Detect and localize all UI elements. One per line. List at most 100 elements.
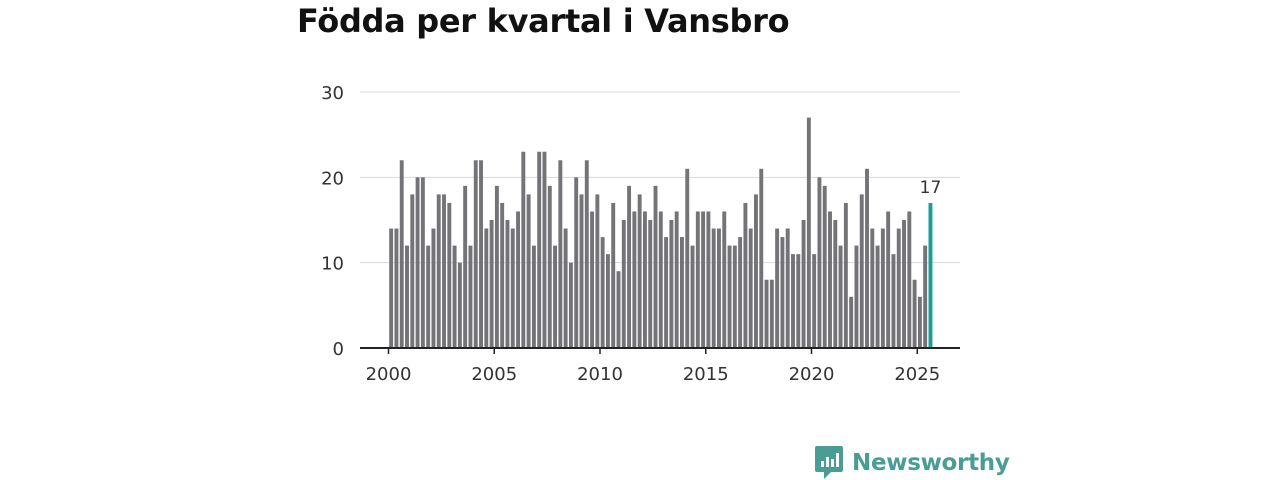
bar bbox=[838, 245, 843, 348]
bar bbox=[457, 262, 462, 348]
bar bbox=[590, 211, 595, 348]
bar bbox=[563, 228, 568, 348]
bar bbox=[605, 254, 610, 348]
bar bbox=[463, 185, 468, 348]
bar bbox=[870, 228, 875, 348]
x-axis: 2000 2005 2010 2015 2020 2025 bbox=[360, 347, 960, 385]
bar bbox=[764, 279, 769, 348]
bar bbox=[489, 220, 494, 348]
x-tick-label: 2010 bbox=[577, 364, 623, 385]
bar bbox=[547, 185, 552, 348]
bar bbox=[907, 211, 912, 348]
bar bbox=[843, 202, 848, 348]
x-tick-label: 2015 bbox=[683, 364, 729, 385]
bar bbox=[521, 151, 526, 348]
bar bbox=[410, 194, 415, 348]
bar bbox=[584, 160, 589, 348]
y-tick-label: 20 bbox=[321, 168, 344, 189]
bar bbox=[447, 202, 452, 348]
bar bbox=[806, 117, 811, 348]
newsworthy-logo-text: Newsworthy bbox=[852, 450, 1010, 476]
bar bbox=[738, 237, 743, 348]
bar bbox=[865, 168, 869, 348]
bar bbox=[516, 211, 520, 348]
x-tick-label: 2000 bbox=[366, 364, 412, 385]
bar bbox=[706, 211, 711, 348]
bar bbox=[616, 271, 621, 348]
bar bbox=[859, 194, 864, 348]
bar bbox=[579, 194, 584, 348]
bar bbox=[595, 194, 600, 348]
bar bbox=[775, 228, 780, 348]
bar bbox=[717, 228, 721, 348]
bar bbox=[558, 160, 563, 348]
newsworthy-logo-icon bbox=[815, 446, 843, 479]
bar bbox=[680, 237, 684, 348]
bar bbox=[917, 296, 922, 348]
x-tick-label: 2005 bbox=[471, 364, 517, 385]
bar bbox=[796, 254, 801, 348]
bar bbox=[399, 160, 404, 348]
bar bbox=[886, 211, 891, 348]
bar bbox=[785, 228, 790, 348]
bars bbox=[389, 117, 933, 348]
bar bbox=[621, 220, 626, 348]
bar bbox=[505, 220, 510, 348]
bar bbox=[754, 194, 758, 348]
bar bbox=[817, 177, 822, 348]
bar bbox=[426, 245, 431, 348]
bar bbox=[642, 211, 647, 348]
bar bbox=[732, 245, 737, 348]
bar bbox=[711, 228, 716, 348]
bar bbox=[442, 194, 446, 348]
bar bbox=[479, 160, 483, 348]
bar bbox=[685, 168, 690, 348]
bar bbox=[452, 245, 457, 348]
bar bbox=[791, 254, 795, 348]
bar bbox=[415, 177, 420, 348]
bar bbox=[891, 254, 896, 348]
bar bbox=[526, 194, 531, 348]
bar bbox=[875, 245, 880, 348]
x-tick-label: 2025 bbox=[894, 364, 940, 385]
bar bbox=[627, 185, 632, 348]
bar bbox=[600, 237, 605, 348]
bar bbox=[849, 296, 854, 348]
bar bbox=[701, 211, 706, 348]
bar bbox=[780, 237, 785, 348]
bar bbox=[658, 211, 663, 348]
bar bbox=[436, 194, 441, 348]
bar bbox=[468, 245, 473, 348]
bar bbox=[669, 220, 674, 348]
bar bbox=[743, 202, 748, 348]
y-tick-label: 10 bbox=[321, 254, 344, 275]
y-tick-label: 0 bbox=[333, 339, 344, 360]
bar bbox=[769, 279, 774, 348]
newsworthy-logo: Newsworthy bbox=[815, 446, 1010, 480]
bar bbox=[912, 279, 917, 348]
bar bbox=[389, 228, 394, 348]
bar-highlighted bbox=[928, 202, 933, 348]
bar bbox=[510, 228, 515, 348]
y-axis-ticks: 0 10 20 30 bbox=[321, 83, 344, 360]
bar bbox=[648, 220, 653, 348]
bar bbox=[553, 245, 558, 348]
bar bbox=[500, 202, 505, 348]
bar bbox=[637, 194, 642, 348]
chart-title: Födda per kvartal i Vansbro bbox=[297, 2, 790, 40]
bar bbox=[537, 151, 542, 348]
bar bbox=[473, 160, 478, 348]
bar bbox=[420, 177, 425, 348]
bar bbox=[727, 245, 732, 348]
bar bbox=[854, 245, 859, 348]
bar bbox=[653, 185, 658, 348]
bar bbox=[405, 245, 409, 348]
bar bbox=[695, 211, 700, 348]
bar bbox=[923, 245, 928, 348]
bar bbox=[664, 237, 669, 348]
bar bbox=[748, 228, 753, 348]
bar bbox=[896, 228, 901, 348]
bar bbox=[690, 245, 695, 348]
bar bbox=[722, 211, 727, 348]
